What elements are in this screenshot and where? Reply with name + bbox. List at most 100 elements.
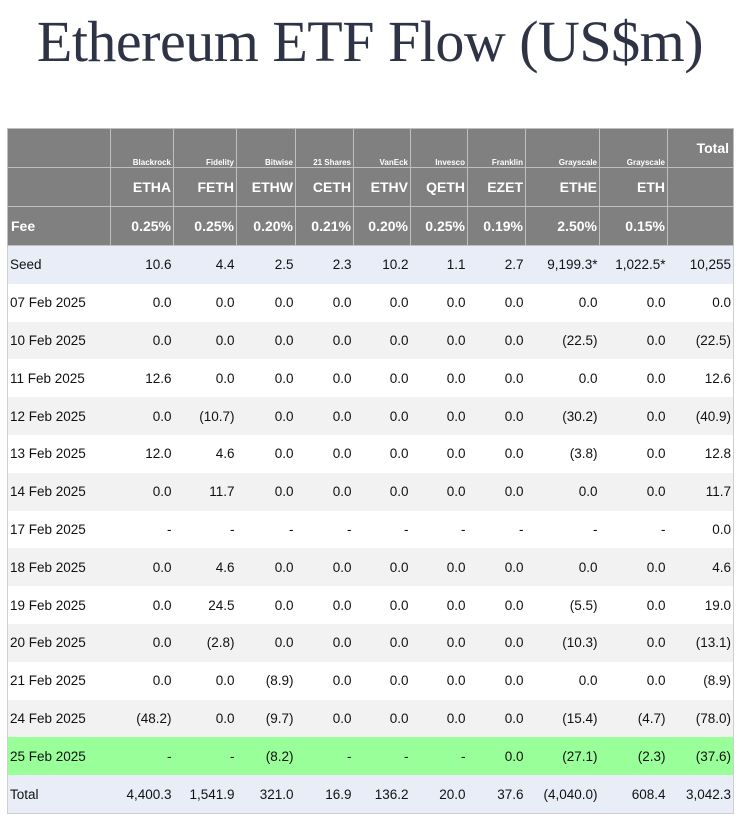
flow-value-cell: 0.0 <box>467 359 526 398</box>
flow-value-cell: 0.0 <box>410 321 468 360</box>
row-label: 13 Feb 2025 <box>7 434 111 473</box>
flow-value-cell: 0.0 <box>295 321 354 360</box>
flow-value-cell: 0.0 <box>353 472 411 511</box>
flow-value-cell: 12.6 <box>110 359 174 398</box>
flow-value-cell: 321.0 <box>236 775 296 814</box>
flow-value-cell: 0.0 <box>353 397 411 435</box>
flow-value-cell: 4.6 <box>173 548 237 587</box>
table-row: 19 Feb 2025 0.0 24.5 0.0 0.0 0.0 0.0 0.0 (5.5) 0.… <box>7 586 734 624</box>
flow-value-cell: 0.0 <box>599 434 668 473</box>
row-label: Total <box>7 775 111 814</box>
flow-value-cell: (48.2) <box>110 699 174 738</box>
flow-value-cell: 0.0 <box>236 397 296 435</box>
ticker-header-row: ETHA FETH ETHW CETH ETHV QETH EZET ETHE … <box>7 167 734 207</box>
flow-value-cell: 0.0 <box>295 359 354 398</box>
table-row: 07 Feb 2025 0.0 0.0 0.0 0.0 0.0 0.0 0.0 0.0 0.0 0.… <box>7 283 734 322</box>
flow-value-cell: 1,022.5* <box>599 245 668 284</box>
flow-value-cell: 0.0 <box>295 548 354 587</box>
fee-value: 0.25% <box>110 206 174 246</box>
flow-value-cell: 0.0 <box>353 586 411 624</box>
row-total-cell: (13.1) <box>667 623 734 662</box>
ticker-header: ETHE <box>525 167 600 207</box>
flow-value-cell: (3.8) <box>525 434 600 473</box>
issuer-header: Grayscale <box>525 128 600 168</box>
ticker-corner-cell <box>7 167 111 207</box>
row-label: 10 Feb 2025 <box>7 321 111 360</box>
flow-value-cell: 37.6 <box>467 775 526 814</box>
ticker-header: ETHW <box>236 167 296 207</box>
row-label: 19 Feb 2025 <box>7 586 111 624</box>
row-total-cell: (78.0) <box>667 699 734 738</box>
row-total-cell: 11.7 <box>667 472 734 511</box>
total-row: Total 4,400.3 1,541.9 321.0 16.9 136.2 20.0 37.… <box>7 775 734 814</box>
row-label: 12 Feb 2025 <box>7 397 111 435</box>
fee-label: Fee <box>7 206 111 246</box>
issuer-header: Bitwise <box>236 128 296 168</box>
flow-value-cell: 0.0 <box>236 586 296 624</box>
table-row: 24 Feb 2025 (48.2) 0.0 (9.7) 0.0 0.0 0.0 0.0 (15… <box>7 699 734 738</box>
issuer-header: 21 Shares <box>295 128 354 168</box>
flow-value-cell: 0.0 <box>599 586 668 624</box>
flow-value-cell: 4.6 <box>173 434 237 473</box>
flow-value-cell: 0.0 <box>525 548 600 587</box>
fee-value: 0.20% <box>353 206 411 246</box>
flow-value-cell: 0.0 <box>467 737 526 776</box>
ticker-total-cell <box>667 167 734 207</box>
table-row: 21 Feb 2025 0.0 0.0 (8.9) 0.0 0.0 0.0 0.0 0.0 0.0… <box>7 661 734 700</box>
flow-value-cell: 0.0 <box>295 434 354 473</box>
row-total-cell: 12.8 <box>667 434 734 473</box>
issuer-header: Invesco <box>410 128 468 168</box>
flow-value-cell: 0.0 <box>110 548 174 587</box>
flow-value-cell: (30.2) <box>525 397 600 435</box>
flow-value-cell: 136.2 <box>353 775 411 814</box>
row-label: 07 Feb 2025 <box>7 283 111 322</box>
row-label: 24 Feb 2025 <box>7 699 111 738</box>
flow-value-cell: 1,541.9 <box>173 775 237 814</box>
ticker-header: CETH <box>295 167 354 207</box>
flow-value-cell: (22.5) <box>525 321 600 360</box>
flow-value-cell: 0.0 <box>410 699 468 738</box>
flow-value-cell: - <box>110 737 174 776</box>
corner-cell <box>7 128 111 168</box>
flow-value-cell: 0.0 <box>173 359 237 398</box>
flow-value-cell: 0.0 <box>599 283 668 322</box>
row-total-cell: 0.0 <box>667 283 734 322</box>
ticker-header: QETH <box>410 167 468 207</box>
row-total-cell: 10,255 <box>667 245 734 284</box>
flow-value-cell: 0.0 <box>467 434 526 473</box>
flow-value-cell: 0.0 <box>353 321 411 360</box>
flow-value-cell: 0.0 <box>295 283 354 322</box>
flow-value-cell: 0.0 <box>467 661 526 700</box>
ticker-header: ETHV <box>353 167 411 207</box>
flow-value-cell: 0.0 <box>599 397 668 435</box>
flow-value-cell: 0.0 <box>110 321 174 360</box>
flow-value-cell: (27.1) <box>525 737 600 776</box>
flow-value-cell: 2.3 <box>295 245 354 284</box>
flow-value-cell: (2.3) <box>599 737 668 776</box>
flow-value-cell: 608.4 <box>599 775 668 814</box>
ticker-header: ETH <box>599 167 668 207</box>
flow-value-cell: 0.0 <box>525 472 600 511</box>
flow-value-cell: 10.6 <box>110 245 174 284</box>
table-row: 17 Feb 2025- - - - - - - - -0.0 <box>7 510 734 549</box>
page-title: Ethereum ETF Flow (US$m) <box>36 9 704 74</box>
flow-value-cell: 0.0 <box>353 434 411 473</box>
flow-value-cell: 0.0 <box>236 283 296 322</box>
fee-value: 0.20% <box>236 206 296 246</box>
flow-value-cell: - <box>236 510 296 549</box>
flow-value-cell: 2.7 <box>467 245 526 284</box>
flow-value-cell: - <box>173 510 237 549</box>
flow-value-cell: 0.0 <box>599 623 668 662</box>
flow-value-cell: 4,400.3 <box>110 775 174 814</box>
flow-value-cell: - <box>353 510 411 549</box>
table-row: 25 Feb 2025- - (8.2) - - -0.0 (27.1) (2.3) (37.6… <box>7 737 734 776</box>
flow-value-cell: 0.0 <box>467 397 526 435</box>
fee-value: 0.19% <box>467 206 526 246</box>
flow-value-cell: 0.0 <box>353 548 411 587</box>
flow-value-cell: 0.0 <box>295 586 354 624</box>
flow-value-cell: (5.5) <box>525 586 600 624</box>
flow-value-cell: 0.0 <box>353 283 411 322</box>
row-label: 20 Feb 2025 <box>7 623 111 662</box>
flow-value-cell: 0.0 <box>410 623 468 662</box>
ticker-header: ETHA <box>110 167 174 207</box>
